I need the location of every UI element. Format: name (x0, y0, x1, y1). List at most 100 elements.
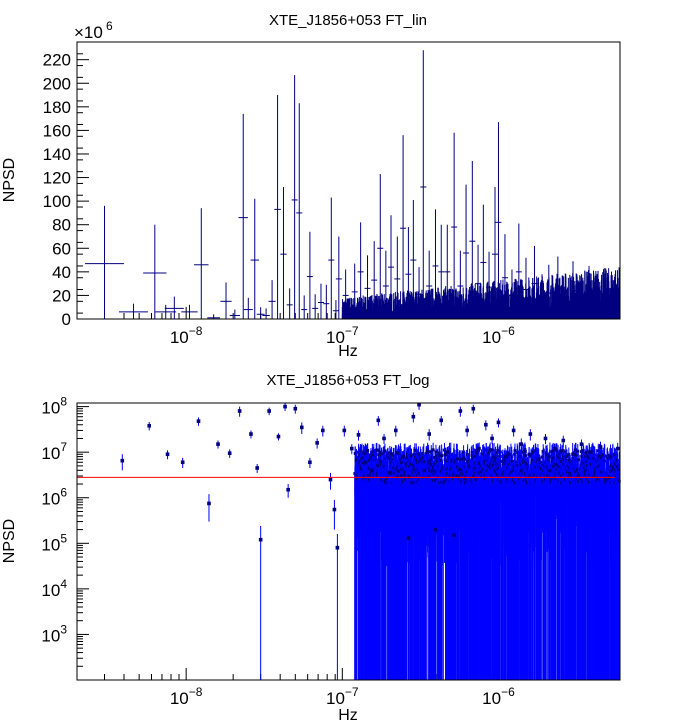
noise-point (496, 462, 500, 466)
y-multiplier: ×10 6 (74, 19, 113, 42)
noise-point (470, 450, 474, 454)
noise-point (572, 456, 576, 460)
noise-point (538, 462, 542, 466)
psd-point (363, 460, 367, 465)
bottom-y-tick-label: 107 (41, 440, 67, 463)
noise-point (380, 460, 384, 464)
noise-point (412, 452, 416, 456)
psd-point (588, 450, 593, 454)
panel-fft-log-x-axis-title: Hz (338, 707, 358, 722)
panel-fft-log-frame (76, 402, 621, 681)
panel-fft-linear-frame (76, 41, 621, 320)
panel-fft-linear-ticks: 0 20 40 60 80 100 120 140 160 180 200 220 10−8 10−7 10… (43, 51, 621, 347)
noise-point (575, 453, 579, 457)
noise-point (378, 450, 382, 454)
noise-point (552, 456, 556, 460)
psd-point (484, 422, 488, 427)
panel-fft-linear-plot-area (85, 50, 621, 319)
psd-point (315, 441, 319, 445)
noise-point (456, 457, 460, 461)
noise-point (427, 450, 431, 454)
top-y-tick-label: 120 (43, 169, 71, 188)
psd-point (387, 471, 392, 475)
top-y-tick-label: 40 (52, 263, 71, 282)
psd-point (427, 432, 431, 436)
noise-point (353, 451, 357, 455)
panel-fft-linear-y-axis-title: NPSD (1, 158, 18, 202)
psd-point (496, 420, 501, 425)
psd-point (579, 442, 584, 446)
psd-point (370, 468, 374, 473)
noise-point (546, 458, 550, 462)
psd-point (393, 428, 398, 433)
psd-point (349, 446, 354, 451)
noise-point (557, 455, 561, 459)
psd-point (511, 428, 516, 433)
psd-point (406, 536, 411, 540)
noise-point (434, 450, 438, 454)
psd-point (458, 409, 463, 413)
noise-point (416, 452, 420, 456)
psd-point (608, 454, 613, 459)
noise-point (610, 469, 614, 473)
psd-point (147, 423, 152, 428)
noise-point (508, 452, 512, 456)
psd-point (445, 450, 450, 454)
noise-point (473, 454, 477, 458)
noise-point (372, 449, 376, 453)
noise-point (487, 451, 491, 455)
bottom-x-tick-label: 10−6 (482, 685, 515, 708)
top-y-tick-label: 60 (52, 239, 71, 258)
psd-point (328, 477, 333, 482)
bottom-y-tick-label: 105 (41, 531, 67, 554)
noise-point (440, 454, 444, 458)
noise-point (442, 448, 446, 452)
top-x-tick-label: 10−7 (326, 324, 359, 347)
top-y-tick-label: 220 (43, 51, 71, 70)
noise-point (460, 467, 464, 471)
noise-point (415, 458, 419, 462)
noise-point (596, 449, 600, 453)
panel-fft-log-title: XTE_J1856+053 FT_log (266, 372, 429, 389)
psd-point (165, 452, 170, 457)
psd-point (422, 468, 427, 473)
noise-point (438, 454, 442, 458)
noise-point (510, 459, 514, 463)
noise-point (375, 448, 379, 452)
noise-point (397, 451, 401, 455)
noise-point (552, 449, 556, 453)
noise-point (532, 450, 536, 454)
noise-point (553, 462, 557, 466)
top-y-tick-label: 100 (43, 192, 71, 211)
panel-fft-log-plot-area (77, 402, 621, 680)
psd-point (216, 442, 220, 446)
noise-point (586, 454, 590, 458)
noise-point (490, 448, 494, 452)
top-y-tick-label: 180 (43, 98, 71, 117)
noise-point (441, 466, 445, 470)
psd-point (504, 454, 508, 459)
psd-point (452, 533, 456, 538)
psd-point (227, 451, 232, 455)
psd-point (255, 466, 259, 470)
noise-point (364, 451, 368, 455)
bottom-y-tick-label: 106 (41, 486, 67, 509)
top-x-tick-label: 10−8 (170, 324, 203, 347)
noise-point (567, 458, 571, 462)
psd-point (411, 414, 416, 419)
noise-point (389, 452, 393, 456)
top-y-tick-label: 80 (52, 216, 71, 235)
psd-point (180, 460, 185, 465)
noise-point (544, 451, 548, 455)
noise-point (429, 450, 433, 454)
noise-point (562, 458, 566, 462)
noise-point (412, 464, 416, 468)
noise-point (362, 456, 366, 460)
bottom-x-tick-label: 10−8 (170, 685, 203, 708)
noise-point (559, 459, 563, 463)
psd-point (615, 446, 620, 451)
top-y-tick-label: 160 (43, 121, 71, 140)
top-y-tick-label: 20 (52, 286, 71, 305)
psd-point (553, 446, 557, 451)
